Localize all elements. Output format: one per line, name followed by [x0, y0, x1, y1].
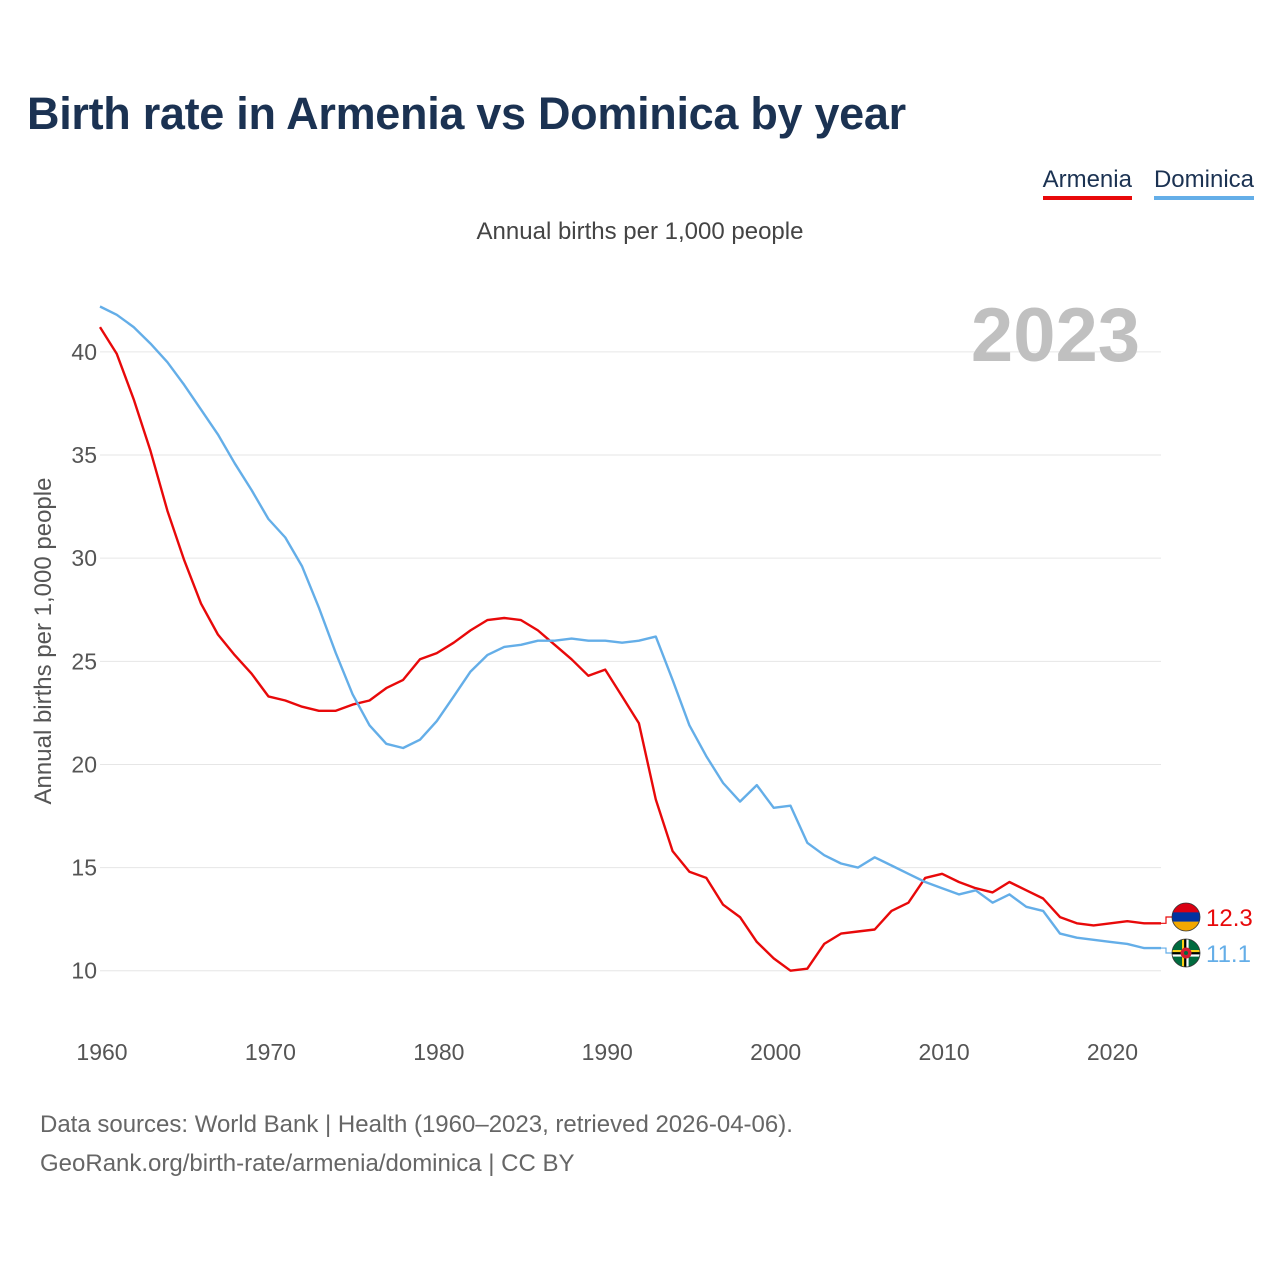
footer-sources: Data sources: World Bank | Health (1960–…	[40, 1111, 793, 1138]
footer: Data sources: World Bank | Health (1960–…	[40, 1105, 793, 1183]
legend: Armenia Dominica	[1042, 166, 1254, 200]
y-axis-title: Annual births per 1,000 people	[30, 478, 57, 805]
end-value-label: 11.1	[1206, 941, 1251, 968]
y-tick-label: 15	[71, 855, 97, 881]
dominica-flag-outline	[1171, 938, 1201, 968]
chart-title: Birth rate in Armenia vs Dominica by yea…	[27, 88, 906, 139]
y-tick-label: 35	[71, 442, 97, 468]
chart-subtitle: Annual births per 1,000 people	[476, 218, 804, 245]
dominica-flag-icon	[1172, 939, 1200, 967]
x-tick-label: 2010	[918, 1039, 969, 1065]
end-connector	[1161, 947, 1172, 954]
series-line-dominica	[99, 305, 1161, 950]
y-tick-label: 10	[71, 958, 97, 984]
armenia-flag-outline	[1171, 902, 1201, 932]
x-tick-label: 1970	[245, 1039, 296, 1065]
y-tick-label: 40	[71, 339, 97, 365]
legend-item-armenia[interactable]: Armenia	[1042, 166, 1132, 200]
x-tick-label: 2000	[750, 1039, 801, 1065]
x-tick-label: 2020	[1087, 1039, 1138, 1065]
x-tick-label: 1960	[76, 1039, 127, 1065]
y-tick-label: 30	[71, 545, 97, 571]
x-tick-label: 1990	[582, 1039, 633, 1065]
legend-item-dominica[interactable]: Dominica	[1153, 166, 1254, 200]
end-value-label: 12.3	[1206, 905, 1253, 932]
footer-attribution: GeoRank.org/birth-rate/armenia/dominica …	[40, 1150, 575, 1177]
x-tick-label: 1980	[413, 1039, 464, 1065]
end-connector	[1161, 916, 1172, 924]
series-line-armenia	[98, 326, 1161, 972]
year-label: 2023	[971, 293, 1140, 378]
y-tick-label: 25	[71, 648, 97, 674]
armenia-flag-icon	[1172, 903, 1200, 931]
y-tick-label: 20	[71, 751, 97, 777]
